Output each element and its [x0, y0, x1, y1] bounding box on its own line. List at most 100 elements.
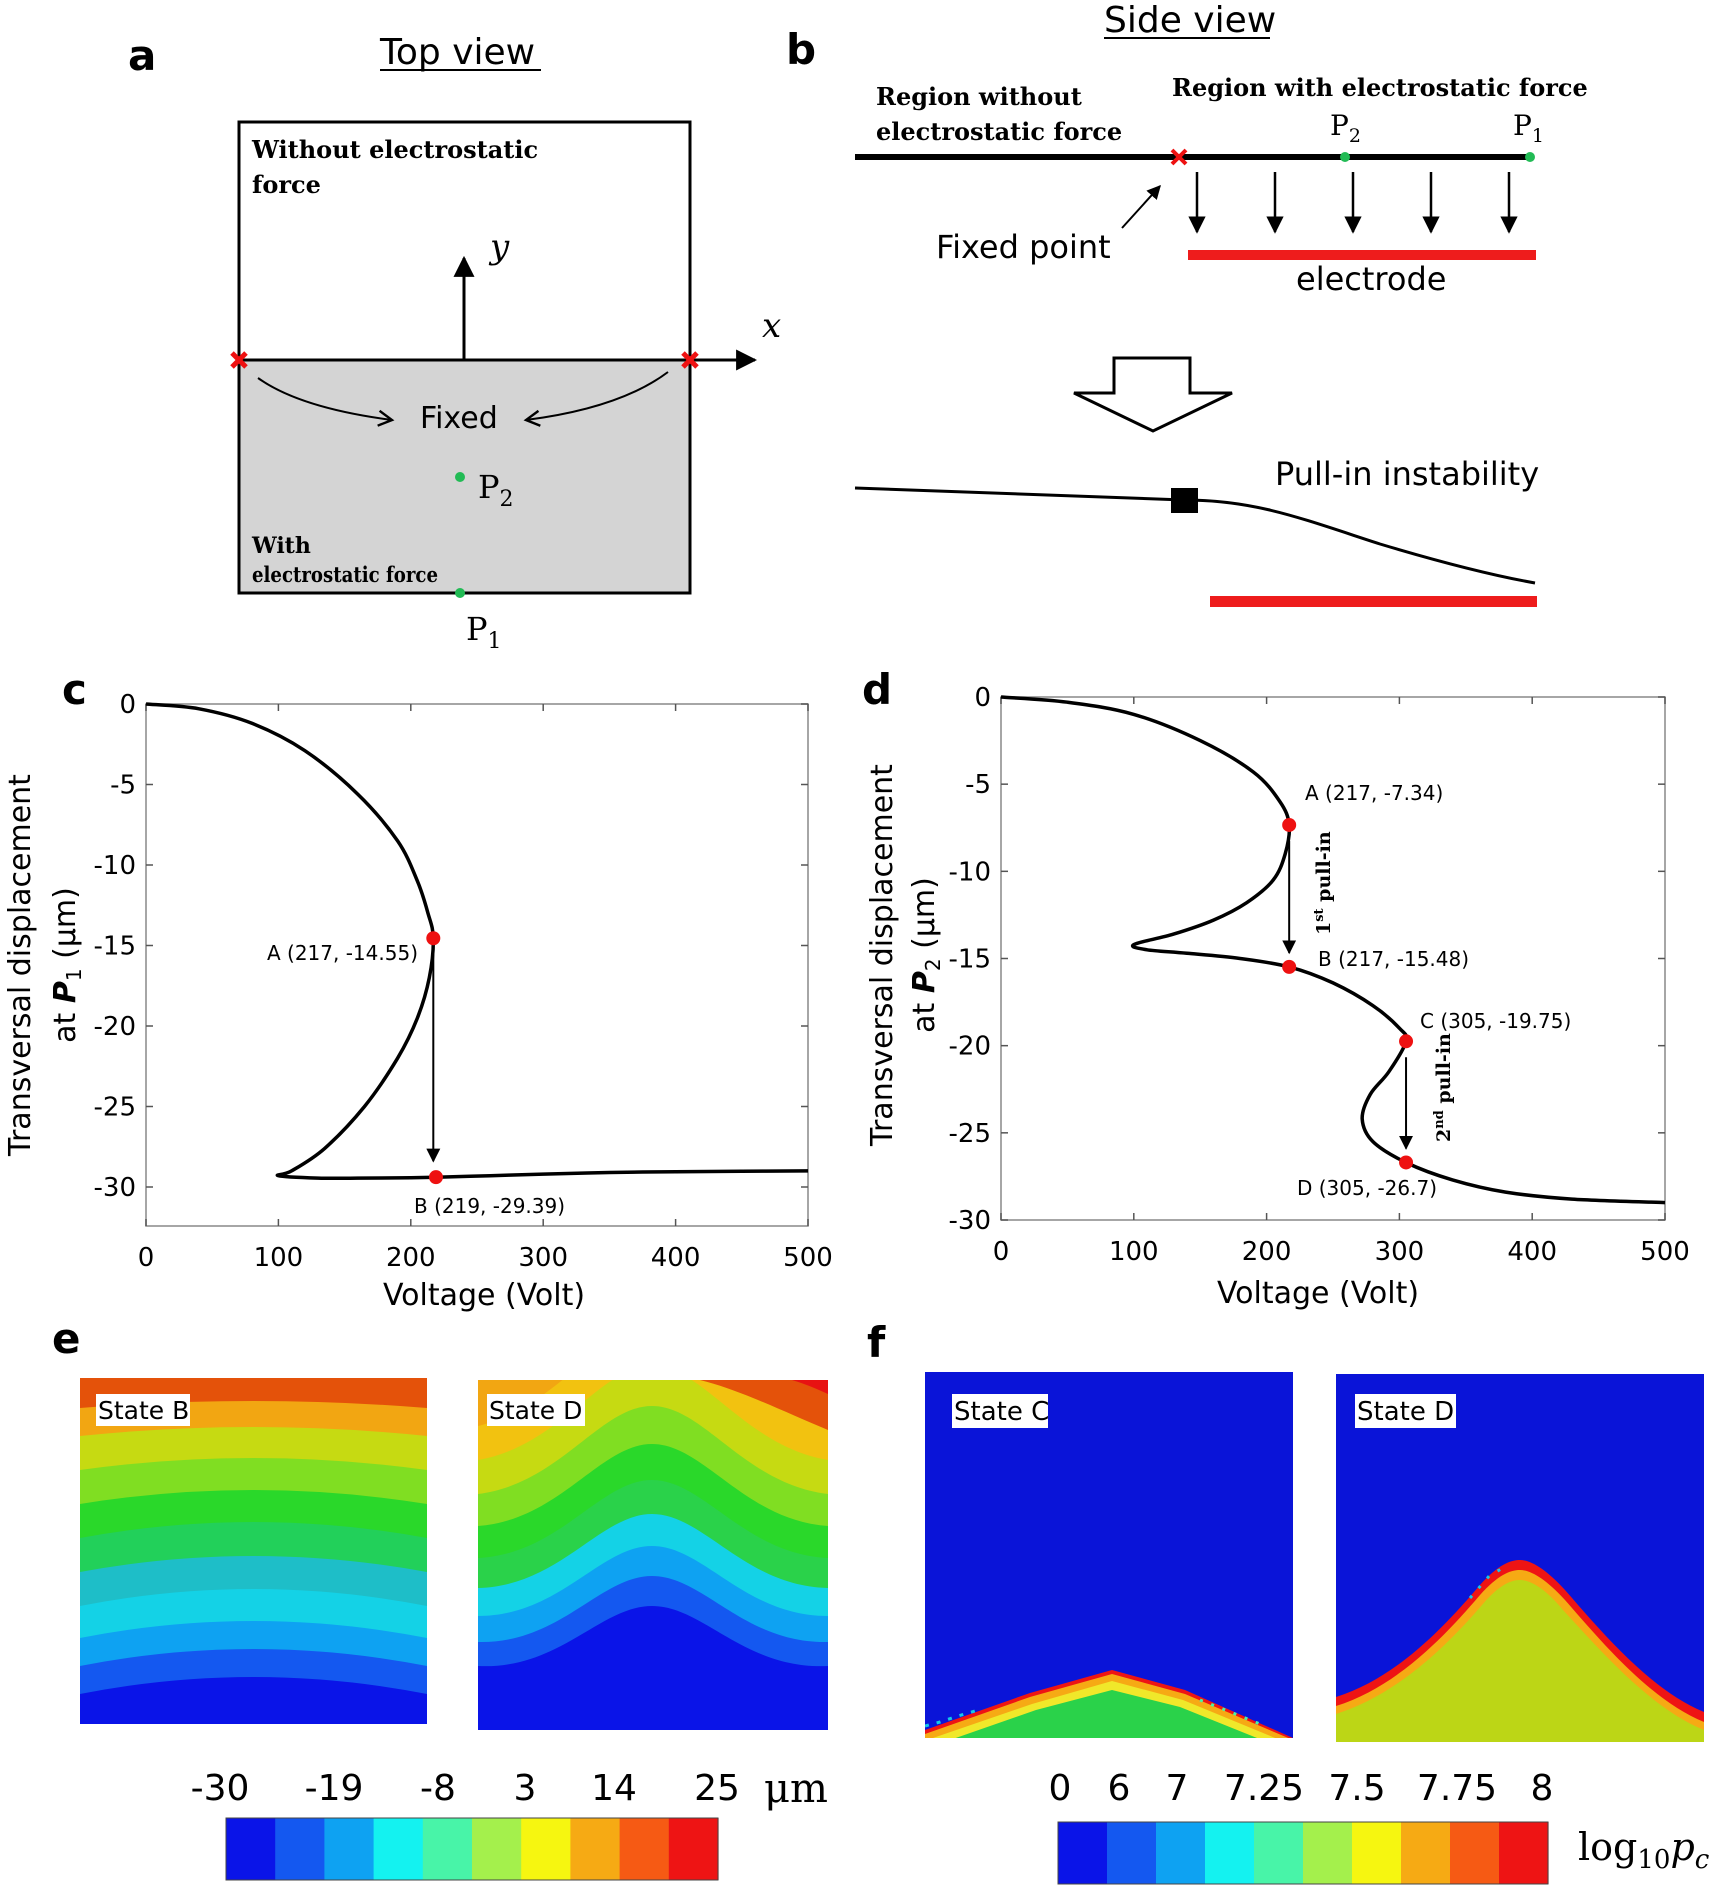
colorbar-e-ticks: -30 -19 -8 3 14 25: [191, 1768, 740, 1809]
state-d-e-tag-bg: [487, 1394, 585, 1426]
fixed-point-marker: [1170, 148, 1188, 166]
deformed-beam: [854, 486, 1536, 585]
state-c-label: State C: [954, 1397, 1049, 1427]
panel-c-curve: [145, 702, 809, 1181]
colorbar-e-unit: μm: [764, 1766, 828, 1812]
point-p2-side: [1340, 152, 1350, 162]
panel-d-pullin-label-1: 1st pull-in: [1312, 831, 1335, 935]
colorbar-swatch: [668, 1818, 719, 1880]
label-pull-in: Pull-in instability: [1275, 455, 1539, 493]
panel-a-heading: Top view: [379, 32, 535, 73]
label-p1-side: P1: [1513, 109, 1544, 147]
panel-c-xlabel: Voltage (Volt): [383, 1278, 585, 1313]
x-tick-label: 100: [254, 1243, 304, 1273]
colorbar-swatch: [373, 1818, 424, 1880]
colorbar-f-unit: log10pc: [1578, 1825, 1710, 1875]
x-tick-label: 200: [1242, 1237, 1292, 1267]
colorbar-swatch: [324, 1818, 375, 1880]
panel-d-ylabel-1: Transversal displacement: [865, 764, 900, 1147]
panel-d-pullin-label-2: 2nd pull-in: [1432, 1033, 1455, 1142]
panel-d-label-b: B (217, -15.48): [1318, 947, 1469, 971]
panel-e: e State B: [52, 1314, 828, 1881]
colorbar-swatch: [226, 1818, 276, 1880]
colorbar-swatch: [1107, 1822, 1157, 1884]
y-tick-label: -25: [949, 1119, 991, 1149]
panel-d-label-a: A (217, -7.34): [1305, 781, 1443, 805]
x-tick-label: 300: [1375, 1237, 1425, 1267]
label-without-force: Without electrostatic: [251, 135, 538, 164]
fixed-arrow-left: [257, 377, 395, 427]
x-tick-label: 200: [386, 1243, 436, 1273]
axis-x-label: x: [762, 306, 781, 346]
y-tick-label: -10: [94, 851, 136, 881]
colorbar-f-tick-0: 0: [1049, 1768, 1072, 1809]
panel-c-point-b: [428, 1170, 443, 1185]
y-tick-label: -15: [94, 932, 136, 962]
panel-f: f State C State D 0 6 7: [867, 1318, 1710, 1885]
colorbar-swatch: [1254, 1822, 1304, 1884]
x-tick-label: 400: [651, 1243, 701, 1273]
state-b-label: State B: [98, 1396, 189, 1425]
colorbar-f-tick-4: 7.5: [1328, 1768, 1385, 1809]
panel-f-letter: f: [867, 1318, 886, 1367]
colorbar-e: [226, 1818, 719, 1880]
point-p1-top: [455, 588, 465, 598]
x-tick-label: 0: [993, 1237, 1010, 1267]
label-p1-top: P1: [466, 610, 502, 654]
y-tick-label: 0: [119, 690, 136, 720]
state-d-f-tag-bg: [1355, 1394, 1456, 1428]
y-tick-label: -5: [965, 770, 991, 800]
panel-d-tick-labels: 0 100 200 300 400 500 0 -5 -10 -15 -20 -25 -30: [949, 683, 1690, 1267]
fixed-marker-right: [681, 351, 699, 369]
x-tick-label: 0: [138, 1243, 155, 1273]
region-with-label: Region with electrostatic force: [1172, 73, 1588, 102]
state-c-tag-bg: [952, 1394, 1048, 1428]
panel-b-letter: b: [786, 25, 816, 74]
electrode-bottom: [1210, 596, 1537, 607]
panel-c-axes-box: [145, 703, 809, 1227]
x-tick-label: 500: [1640, 1237, 1690, 1267]
panel-c-ticks: [145, 703, 809, 1226]
contour-state-b: [80, 1378, 427, 1724]
y-tick-label: -25: [94, 1093, 136, 1123]
panel-c-label-a: A (217, -14.55): [267, 941, 418, 965]
colorbar-swatch: [521, 1818, 571, 1880]
panel-d-xlabel: Voltage (Volt): [1217, 1276, 1419, 1311]
colorbar-swatch: [1058, 1822, 1108, 1884]
fixed-point-square: [1171, 488, 1198, 513]
label-fixed-point: Fixed point: [936, 228, 1111, 266]
colorbar-e-tick-3: 3: [514, 1768, 537, 1809]
colorbar-swatch: [619, 1818, 670, 1880]
y-tick-label: 0: [974, 683, 991, 713]
pressure-map-state-c: [925, 1372, 1293, 1738]
label-electrode: electrode: [1296, 260, 1446, 298]
state-d-f-label: State D: [1357, 1397, 1454, 1427]
colorbar-f-tick-1: 6: [1108, 1768, 1131, 1809]
panel-d-point-b: [1282, 959, 1297, 974]
panel-c-letter: c: [62, 665, 87, 714]
label-p2-top: P2: [478, 468, 514, 512]
panel-a: a Top view Without electrostatic force y…: [128, 31, 781, 654]
panel-d-letter: d: [862, 665, 892, 714]
point-p1-side: [1525, 152, 1535, 162]
colorbar-swatch: [1352, 1822, 1402, 1884]
pressure-map-state-d: [1336, 1374, 1704, 1742]
panel-b: b Side view Region without electrostatic…: [786, 0, 1588, 607]
y-tick-label: -15: [949, 945, 991, 975]
panel-c-point-a: [426, 931, 441, 946]
panel-d-curve: [1000, 695, 1666, 1205]
y-tick-label: -5: [110, 771, 136, 801]
fixed-arrow-right: [523, 371, 669, 427]
colorbar-swatch: [1205, 1822, 1255, 1884]
panel-d-point-a: [1282, 817, 1297, 832]
panel-c-ylabel-1: Transversal displacement: [3, 774, 38, 1157]
x-tick-label: 500: [783, 1243, 833, 1273]
label-without-force-2: force: [252, 170, 321, 199]
colorbar-e-tick-5: 25: [694, 1768, 740, 1809]
colorbar-e-tick-0: -30: [191, 1768, 250, 1809]
transition-arrow: [1073, 356, 1233, 433]
panel-d: d 0 100 200 300 400 500 0 -5 -10 -15 -20 -25 -30 A (…: [862, 665, 1690, 1311]
region-without-label-1: Region without: [876, 82, 1082, 111]
panel-d-label-c: C (305, -19.75): [1420, 1009, 1571, 1033]
